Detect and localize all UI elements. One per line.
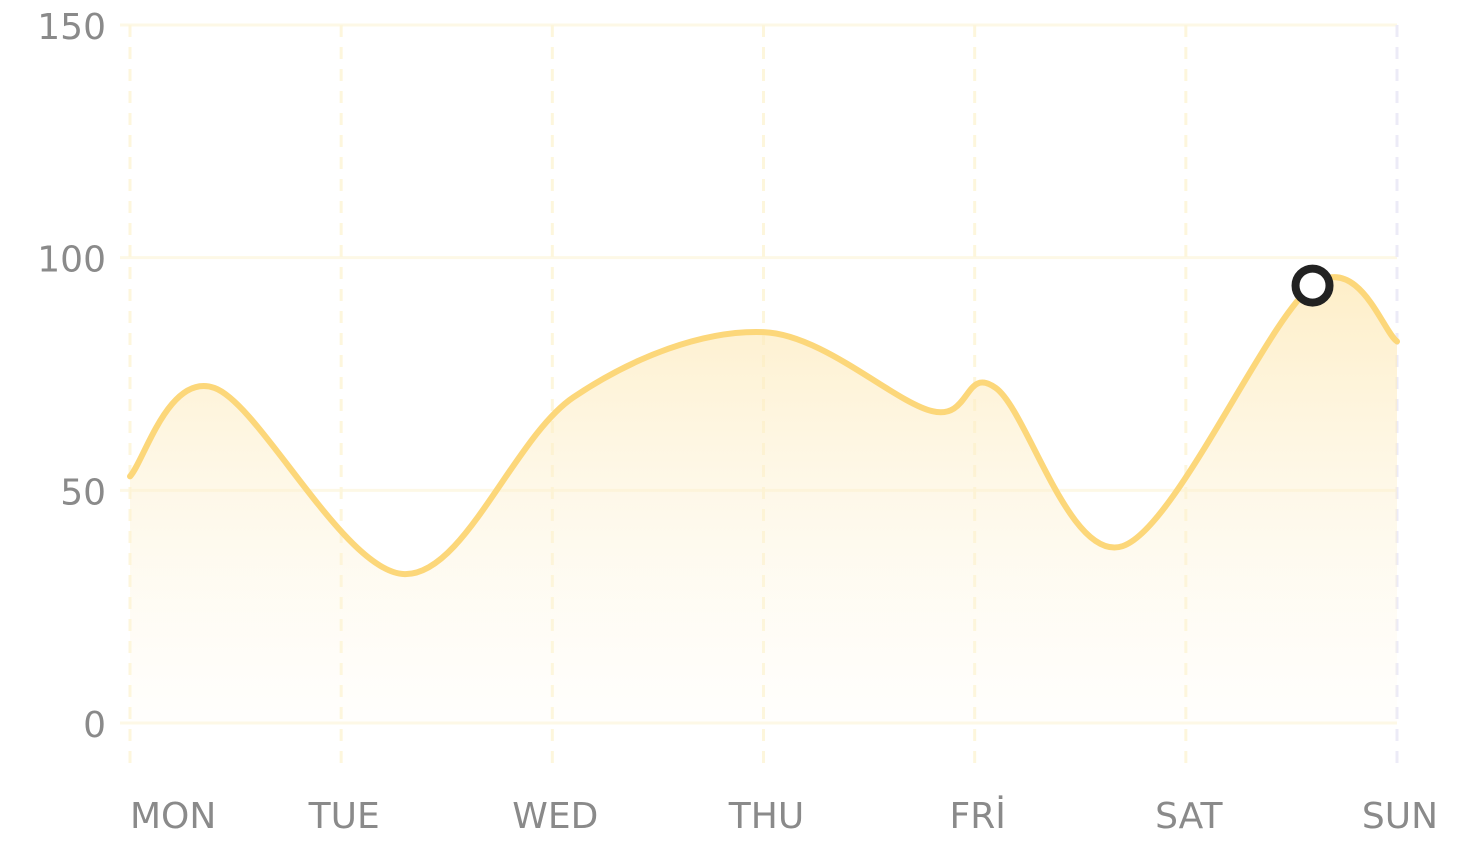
x-tick-label: FRİ <box>949 795 1005 837</box>
y-tick-label: 100 <box>37 240 106 281</box>
x-tick-label: WED <box>512 796 598 837</box>
x-tick-label: MON <box>130 796 216 837</box>
x-tick-label: TUE <box>308 796 380 837</box>
line <box>127 274 1400 578</box>
x-tick-label: SUN <box>1362 796 1438 837</box>
x-tick-label: SAT <box>1155 796 1223 837</box>
y-tick-label: 0 <box>83 705 106 746</box>
area <box>130 277 1397 723</box>
x-tick-label: THU <box>728 796 804 837</box>
y-tick-label: 150 <box>37 7 106 48</box>
highlight-point <box>1291 264 1334 307</box>
y-tick-label: 50 <box>60 472 106 513</box>
